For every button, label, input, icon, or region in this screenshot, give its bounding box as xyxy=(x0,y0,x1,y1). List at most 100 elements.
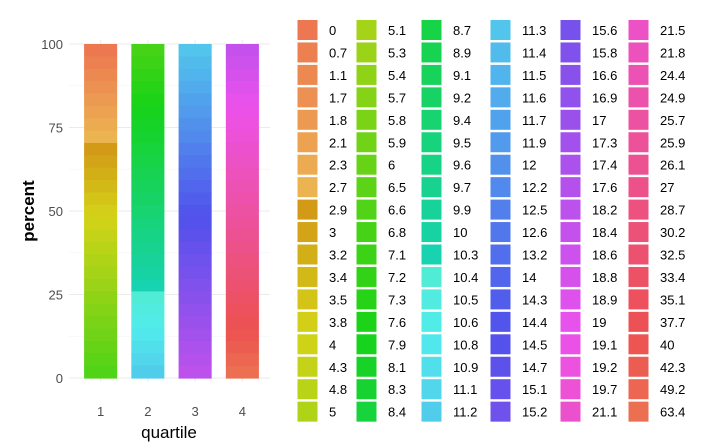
bar-segment xyxy=(84,167,118,181)
legend-label: 5.7 xyxy=(388,90,406,105)
legend-label: 9.6 xyxy=(453,158,471,173)
bar-segment xyxy=(225,56,259,70)
legend-swatch xyxy=(296,153,319,176)
bar-segment xyxy=(178,353,212,367)
legend-label: 11.2 xyxy=(453,405,477,420)
legend-label: 3.4 xyxy=(329,270,347,285)
bar-segment xyxy=(131,180,165,194)
legend-swatch xyxy=(296,288,319,311)
bar-segment xyxy=(225,118,259,132)
bar-segment xyxy=(225,192,259,206)
bar-segment xyxy=(178,56,212,70)
bar-segment xyxy=(178,303,212,317)
bar-segment xyxy=(84,217,118,231)
legend-label: 12 xyxy=(522,158,536,173)
bar-segment xyxy=(225,180,259,194)
legend-label: 6.8 xyxy=(388,225,406,240)
legend-label: 12.5 xyxy=(522,203,547,218)
bar-segment xyxy=(84,340,118,354)
legend-swatch xyxy=(627,265,650,288)
legend-swatch xyxy=(420,19,443,41)
legend-swatch xyxy=(627,333,650,356)
legend-label: 19.1 xyxy=(592,337,617,352)
legend-swatch xyxy=(420,243,443,266)
legend-label: 0.7 xyxy=(329,45,347,60)
legend-swatch xyxy=(627,63,650,86)
bar-segment xyxy=(178,316,212,330)
legend-label: 8.4 xyxy=(388,405,406,420)
legend-swatch xyxy=(559,288,582,311)
legend-label: 4 xyxy=(329,337,336,352)
bar-segment xyxy=(84,204,118,218)
legend-swatch xyxy=(559,86,582,109)
legend-swatch xyxy=(420,333,443,356)
legend-swatch xyxy=(627,288,650,311)
legend-label: 1.7 xyxy=(329,90,347,105)
bar-segment xyxy=(225,303,259,317)
bar-segment xyxy=(131,68,165,82)
bar-segment xyxy=(84,130,118,144)
legend-label: 19.2 xyxy=(592,360,617,375)
bar-segment xyxy=(178,204,212,218)
legend-swatch xyxy=(559,310,582,333)
bar-segment xyxy=(131,167,165,181)
legend-swatch xyxy=(627,221,650,244)
legend-swatch xyxy=(559,131,582,154)
legend-swatch xyxy=(296,400,319,423)
bar-segment xyxy=(225,316,259,330)
legend-label: 16.9 xyxy=(592,90,617,105)
bar-segment xyxy=(178,340,212,354)
bar-segment xyxy=(225,266,259,280)
legend-label: 1.1 xyxy=(329,68,347,83)
legend-label: 14.7 xyxy=(522,360,547,375)
legend-swatch xyxy=(559,333,582,356)
bar-segment xyxy=(131,279,165,293)
bar-segment xyxy=(178,105,212,119)
legend-label: 5.4 xyxy=(388,68,406,83)
legend-swatch xyxy=(627,153,650,176)
bar-segment xyxy=(131,130,165,144)
legend-swatch xyxy=(355,310,378,333)
legend-swatch xyxy=(489,355,512,378)
legend-label: 32.5 xyxy=(660,248,685,263)
bar-segment xyxy=(84,279,118,293)
legend-swatch xyxy=(296,41,319,64)
x-tick-label: 4 xyxy=(239,404,246,419)
bar-segment xyxy=(178,217,212,231)
bar-segment xyxy=(84,81,118,95)
legend-swatch xyxy=(489,333,512,356)
legend-label: 11.3 xyxy=(522,23,546,38)
legend-swatch xyxy=(420,310,443,333)
legend-swatch xyxy=(296,310,319,333)
bar-segment xyxy=(131,155,165,169)
legend-label: 18.2 xyxy=(592,203,617,218)
legend-swatch xyxy=(296,63,319,86)
legend-swatch xyxy=(355,63,378,86)
legend-swatch xyxy=(559,63,582,86)
bar-segment xyxy=(178,241,212,255)
legend-swatch xyxy=(559,198,582,221)
legend-swatch xyxy=(489,310,512,333)
legend-swatch xyxy=(420,221,443,244)
legend-label: 49.2 xyxy=(660,382,685,397)
legend-swatch xyxy=(420,378,443,401)
bar-segment xyxy=(178,81,212,95)
bar-segment xyxy=(131,229,165,243)
legend-label: 17.3 xyxy=(592,135,617,150)
legend-label: 21.8 xyxy=(660,45,685,60)
legend-swatch xyxy=(420,265,443,288)
legend-label: 24.4 xyxy=(660,68,685,83)
legend-label: 3 xyxy=(329,225,336,240)
bar-segment xyxy=(131,340,165,354)
bar-segment xyxy=(178,155,212,169)
bar-segment xyxy=(84,241,118,255)
legend-label: 5 xyxy=(329,405,336,420)
legend-swatch xyxy=(355,176,378,199)
legend-swatch xyxy=(489,108,512,131)
bar-segment xyxy=(131,241,165,255)
bar-segment xyxy=(178,365,212,379)
legend-swatch xyxy=(627,19,650,41)
bar-segment xyxy=(84,229,118,243)
legend-swatch xyxy=(296,19,319,41)
